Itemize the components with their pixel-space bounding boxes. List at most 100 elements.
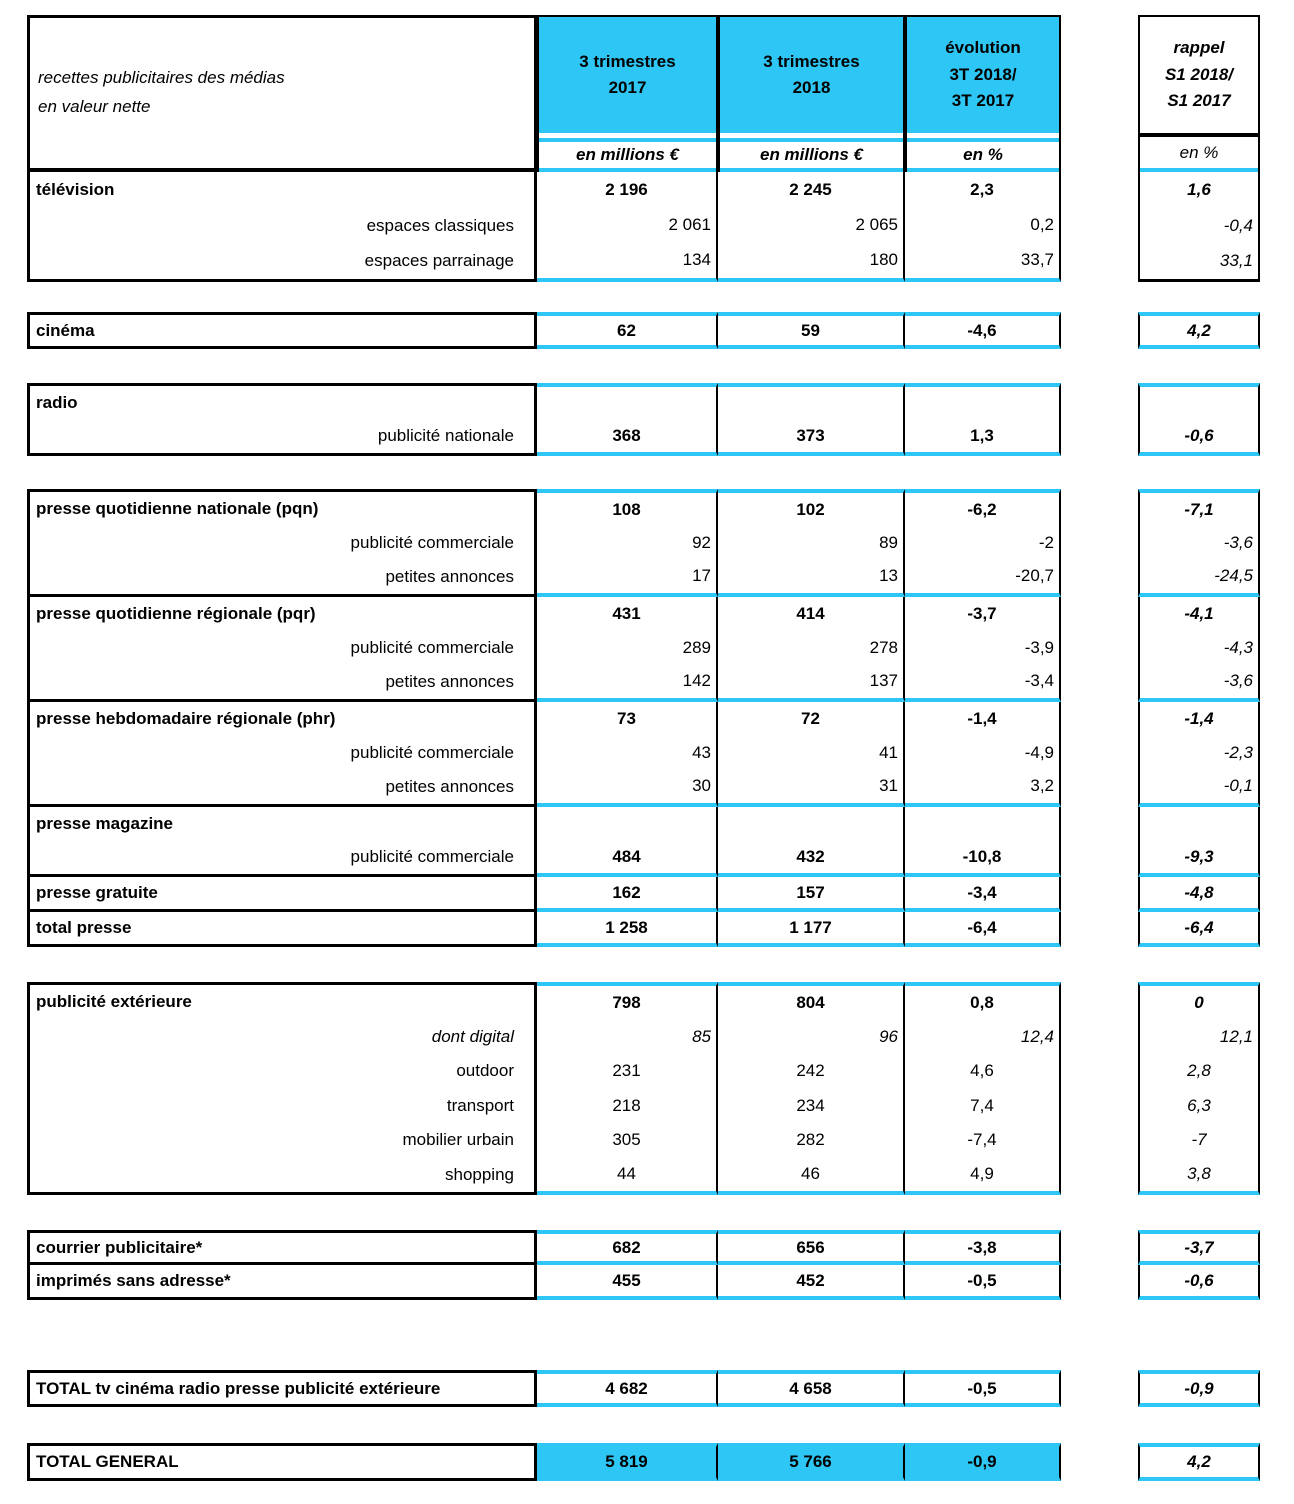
label-box: presse magazine publicité commerciale xyxy=(27,807,537,877)
data-column-evolution: -3,8 xyxy=(905,1230,1061,1265)
value-2017: 431 xyxy=(612,603,641,623)
data-column-2018: 804 96 242 234 282 46 xyxy=(718,982,905,1195)
data-column-evolution: -3,7 -3,9 -3,4 xyxy=(905,597,1061,702)
value-2017: 142 xyxy=(682,671,711,691)
data-column-2018: 656 xyxy=(718,1230,905,1265)
value-evolution: -4,9 xyxy=(1024,742,1054,762)
column-spacer xyxy=(1061,982,1138,1195)
section-television: télévision espaces classiques espaces parr… xyxy=(27,172,1294,282)
data-column-2018: 72 41 31 xyxy=(718,702,905,807)
data-column-rappel: -0,6 xyxy=(1138,383,1260,456)
column-header-2018-title: 3 trimestres 2018 xyxy=(720,17,903,133)
column-spacer xyxy=(1061,15,1138,172)
value-evolution: -3,4 xyxy=(967,882,997,902)
column-spacer xyxy=(1061,1443,1138,1481)
row-label: publicité extérieure xyxy=(36,992,192,1012)
data-column-2017: 2 196 2 061 134 xyxy=(537,172,718,282)
table-title-line2: en valeur nette xyxy=(38,97,151,116)
data-column-rappel: -4,8 xyxy=(1138,877,1260,912)
value-rappel: 2,8 xyxy=(1187,1061,1211,1081)
label-box: presse hebdomadaire régionale (phr) publi… xyxy=(27,702,537,807)
value-2018: 59 xyxy=(801,320,820,340)
value-2018: 137 xyxy=(869,671,898,691)
table-header: recettes publicitaires des médias en val… xyxy=(27,15,1294,172)
section-courrier: imprimés sans adresse* 455 452 -0,5 -0,6 xyxy=(27,1265,1294,1300)
value-2018: 2 065 xyxy=(855,214,898,234)
value-evolution: -2 xyxy=(1038,532,1054,552)
value-2018: 278 xyxy=(869,637,898,657)
value-2017: 2 061 xyxy=(668,214,711,234)
row-label: presse quotidienne régionale (pqr) xyxy=(36,604,316,623)
row-label: dont digital xyxy=(431,1026,514,1046)
value-rappel: -3,6 xyxy=(1223,532,1253,552)
label-box: cinéma xyxy=(27,312,537,349)
column-spacer xyxy=(1061,912,1138,947)
value-2017 xyxy=(537,807,716,840)
row-label: mobilier urbain xyxy=(402,1130,515,1150)
value-evolution xyxy=(905,387,1059,420)
header-gap xyxy=(539,133,716,138)
section-radio: radio publicité nationale 368 373 1,3 -0,6 xyxy=(27,383,1294,456)
column-spacer xyxy=(1061,172,1138,282)
data-column-rappel: -7,1 -3,6 -24,5 xyxy=(1138,489,1260,597)
label-box: presse gratuite xyxy=(27,877,537,912)
data-column-2017: 108 92 17 xyxy=(537,489,718,597)
row-label: presse magazine xyxy=(36,813,174,833)
value-rappel: -9,3 xyxy=(1184,846,1214,866)
section-total_tv: TOTAL tv cinéma radio presse publicité e… xyxy=(27,1370,1294,1407)
value-2018 xyxy=(718,387,903,420)
row-label: transport xyxy=(446,1095,514,1115)
value-evolution: -0,9 xyxy=(967,1452,997,1471)
value-2018: 102 xyxy=(796,499,825,519)
value-evolution: 2,3 xyxy=(970,179,994,199)
value-2018: 414 xyxy=(796,603,825,623)
data-column-2018: 157 xyxy=(718,877,905,912)
data-column-2018: 4 658 xyxy=(718,1370,905,1407)
section-presse: presse hebdomadaire régionale (phr) publi… xyxy=(27,702,1294,807)
value-2017: 73 xyxy=(617,708,636,728)
value-evolution: -7,4 xyxy=(967,1129,997,1149)
data-column-2018: 452 xyxy=(718,1265,905,1300)
value-rappel: -6,4 xyxy=(1184,917,1214,937)
section-cinema: cinéma 62 59 -4,6 4,2 xyxy=(27,312,1294,349)
value-2018: 2 245 xyxy=(789,179,832,199)
value-2018: 1 177 xyxy=(789,917,832,937)
value-rappel: 12,1 xyxy=(1219,1027,1253,1047)
data-column-evolution: -6,2 -2 -20,7 xyxy=(905,489,1061,597)
value-rappel: -4,1 xyxy=(1184,603,1214,623)
value-evolution: -0,5 xyxy=(967,1378,997,1398)
data-column-rappel: -0,9 xyxy=(1138,1370,1260,1407)
value-2017: 4 682 xyxy=(605,1378,648,1398)
column-unit-2018: en millions € xyxy=(720,138,903,172)
value-2017: 5 819 xyxy=(605,1452,648,1471)
value-evolution: 12,4 xyxy=(1020,1027,1054,1047)
value-2017 xyxy=(537,387,716,420)
data-column-2017: 5 819 xyxy=(537,1443,718,1481)
value-evolution: -4,6 xyxy=(967,320,997,340)
column-spacer xyxy=(1061,1265,1138,1300)
column-header-rappel: rappel S1 2018/ S1 2017 en % xyxy=(1138,15,1260,172)
value-2018: 452 xyxy=(796,1270,825,1290)
data-column-2017: 455 xyxy=(537,1265,718,1300)
value-rappel: 3,8 xyxy=(1187,1163,1211,1183)
value-rappel: -3,7 xyxy=(1184,1237,1214,1257)
column-unit-evolution: en % xyxy=(907,138,1059,172)
row-label: publicité commerciale xyxy=(350,743,514,762)
row-label: espaces parrainage xyxy=(364,251,514,271)
data-column-evolution: -0,9 xyxy=(905,1443,1061,1481)
label-box: radio publicité nationale xyxy=(27,383,537,456)
row-label: presse hebdomadaire régionale (phr) xyxy=(36,709,336,728)
data-column-evolution: -6,4 xyxy=(905,912,1061,947)
value-rappel: 33,1 xyxy=(1219,251,1253,271)
value-evolution: -6,2 xyxy=(967,499,997,519)
column-header-rappel-title: rappel S1 2018/ S1 2017 xyxy=(1140,17,1258,137)
table-title-line1: recettes publicitaires des médias xyxy=(38,68,285,88)
value-2018: 234 xyxy=(796,1095,825,1115)
data-column-2018: 102 89 13 xyxy=(718,489,905,597)
value-rappel: 4,2 xyxy=(1187,320,1211,340)
data-column-rappel: -6,4 xyxy=(1138,912,1260,947)
value-2017: 43 xyxy=(692,742,711,762)
data-column-evolution: -3,4 xyxy=(905,877,1061,912)
value-2017: 231 xyxy=(612,1061,641,1081)
